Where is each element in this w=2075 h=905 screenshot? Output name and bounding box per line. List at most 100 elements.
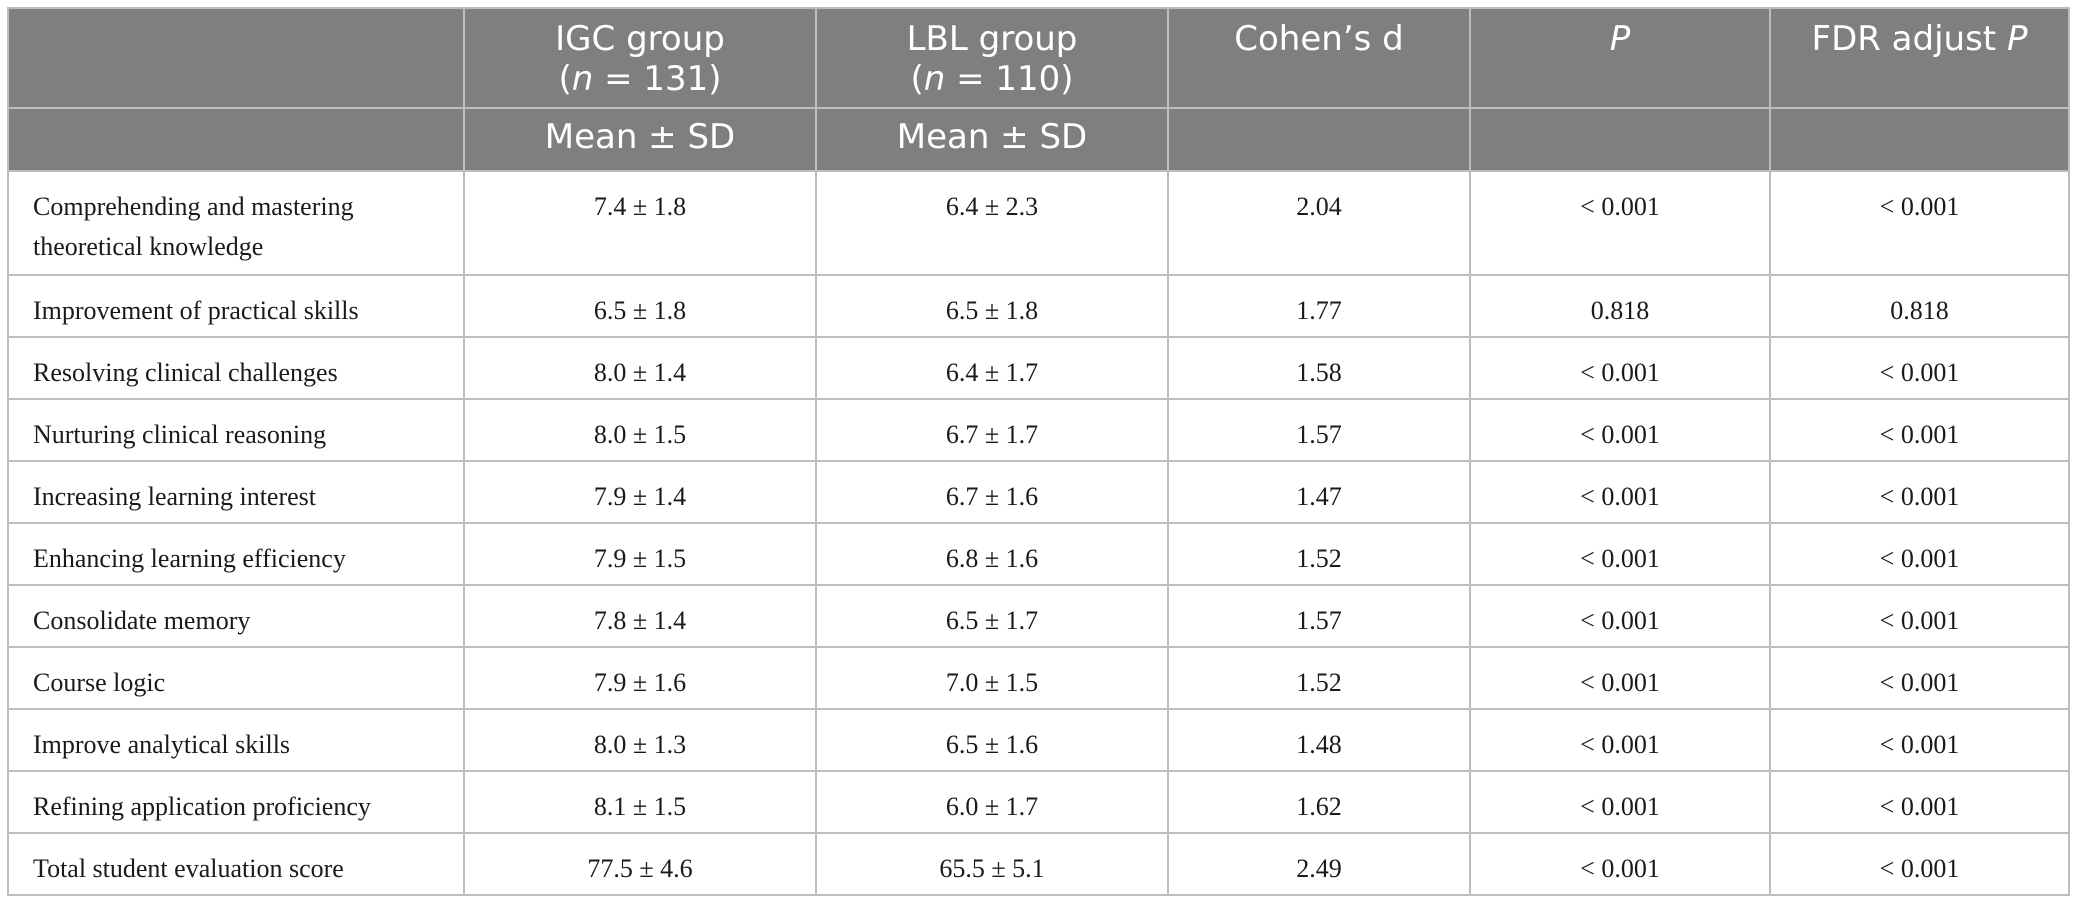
lbl-value: 6.7 ± 1.6: [815, 460, 1169, 524]
igc-value: 6.5 ± 1.8: [463, 274, 817, 338]
igc-group-label: IGC group: [555, 19, 725, 59]
header-igc-mean-sd: Mean ± SD: [463, 107, 817, 172]
p-value: < 0.001: [1469, 584, 1771, 648]
lbl-value: 65.5 ± 5.1: [815, 832, 1169, 896]
cohens-d-value: 1.52: [1167, 522, 1471, 586]
igc-value: 8.1 ± 1.5: [463, 770, 817, 834]
row-label: Consolidate memory: [7, 584, 465, 648]
cohens-d-value: 1.77: [1167, 274, 1471, 338]
header-igc-group: IGC group (n = 131): [463, 7, 817, 109]
header-fdr-adjust-p: FDR adjust P: [1769, 7, 2070, 109]
header-cohens-d: Cohen’s d: [1167, 7, 1471, 109]
row-label: Resolving clinical challenges: [7, 336, 465, 400]
igc-value: 7.9 ± 1.5: [463, 522, 817, 586]
p-value: < 0.001: [1469, 832, 1771, 896]
table-row: Enhancing learning efficiency 7.9 ± 1.5 …: [7, 522, 2070, 586]
p-value: < 0.001: [1469, 336, 1771, 400]
cohens-d-value: 1.57: [1167, 398, 1471, 462]
cohens-d-value: 1.47: [1167, 460, 1471, 524]
table-row: Improvement of practical skills 6.5 ± 1.…: [7, 274, 2070, 338]
row-label: Enhancing learning efficiency: [7, 522, 465, 586]
fdr-p-value: < 0.001: [1769, 646, 2070, 710]
header-sub-empty-cell: [1769, 107, 2070, 172]
lbl-value: 6.8 ± 1.6: [815, 522, 1169, 586]
cohens-d-value: 1.62: [1167, 770, 1471, 834]
lbl-value: 6.7 ± 1.7: [815, 398, 1169, 462]
p-value: < 0.001: [1469, 770, 1771, 834]
table-row: Consolidate memory 7.8 ± 1.4 6.5 ± 1.7 1…: [7, 584, 2070, 648]
p-value: < 0.001: [1469, 646, 1771, 710]
p-value: < 0.001: [1469, 708, 1771, 772]
table-body: Comprehending and mastering theoretical …: [7, 170, 2070, 896]
cohens-d-value: 2.04: [1167, 170, 1471, 276]
row-label: Comprehending and mastering theoretical …: [7, 170, 465, 276]
row-label: Improvement of practical skills: [7, 274, 465, 338]
igc-mean-sd-label: Mean ± SD: [544, 117, 736, 157]
row-label: Course logic: [7, 646, 465, 710]
p-value: < 0.001: [1469, 460, 1771, 524]
fdr-p-value: < 0.001: [1769, 770, 2070, 834]
igc-n-variable: n: [571, 59, 594, 99]
fdr-prefix-label: FDR adjust: [1811, 19, 2007, 59]
lbl-value: 6.4 ± 2.3: [815, 170, 1169, 276]
p-value: < 0.001: [1469, 170, 1771, 276]
igc-value: 7.9 ± 1.4: [463, 460, 817, 524]
header-sub-empty-cell: [1469, 107, 1771, 172]
igc-value: 8.0 ± 1.5: [463, 398, 817, 462]
fdr-p-value: < 0.001: [1769, 170, 2070, 276]
row-label: Refining application proficiency: [7, 770, 465, 834]
table-row: Nurturing clinical reasoning 8.0 ± 1.5 6…: [7, 398, 2070, 462]
table-row: Resolving clinical challenges 8.0 ± 1.4 …: [7, 336, 2070, 400]
lbl-value: 6.0 ± 1.7: [815, 770, 1169, 834]
lbl-n-variable: n: [923, 59, 946, 99]
table-row: Improve analytical skills 8.0 ± 1.3 6.5 …: [7, 708, 2070, 772]
p-label: P: [1609, 19, 1631, 59]
cohens-d-value: 1.57: [1167, 584, 1471, 648]
cohens-d-value: 1.52: [1167, 646, 1471, 710]
fdr-p-value: < 0.001: [1769, 336, 2070, 400]
header-sub-empty-cell: [1167, 107, 1471, 172]
fdr-p-value: < 0.001: [1769, 460, 2070, 524]
igc-value: 8.0 ± 1.3: [463, 708, 817, 772]
table-row: Total student evaluation score 77.5 ± 4.…: [7, 832, 2070, 896]
row-label: Total student evaluation score: [7, 832, 465, 896]
header-row-main: IGC group (n = 131) LBL group (n = 110) Co…: [7, 7, 2070, 109]
table-row: Increasing learning interest 7.9 ± 1.4 6…: [7, 460, 2070, 524]
lbl-mean-sd-label: Mean ± SD: [896, 117, 1088, 157]
table-row: Course logic 7.9 ± 1.6 7.0 ± 1.5 1.52 < …: [7, 646, 2070, 710]
lbl-value: 6.5 ± 1.6: [815, 708, 1169, 772]
header-p: P: [1469, 7, 1771, 109]
p-value: 0.818: [1469, 274, 1771, 338]
cohens-d-value: 1.58: [1167, 336, 1471, 400]
table-row: Comprehending and mastering theoretical …: [7, 170, 2070, 276]
lbl-n-value: = 110): [945, 59, 1074, 99]
igc-value: 77.5 ± 4.6: [463, 832, 817, 896]
igc-value: 7.9 ± 1.6: [463, 646, 817, 710]
table-header: IGC group (n = 131) LBL group (n = 110) Co…: [7, 7, 2070, 172]
fdr-p-value: < 0.001: [1769, 832, 2070, 896]
row-label: Improve analytical skills: [7, 708, 465, 772]
header-sub-empty-cell: [7, 107, 465, 172]
row-label: Increasing learning interest: [7, 460, 465, 524]
fdr-p-value: < 0.001: [1769, 584, 2070, 648]
cohens-d-value: 1.48: [1167, 708, 1471, 772]
table-row: Refining application proficiency 8.1 ± 1…: [7, 770, 2070, 834]
igc-value: 7.4 ± 1.8: [463, 170, 817, 276]
results-table: IGC group (n = 131) LBL group (n = 110) Co…: [7, 7, 2070, 896]
igc-n-value: = 131): [593, 59, 722, 99]
lbl-value: 6.5 ± 1.7: [815, 584, 1169, 648]
header-empty-cell: [7, 7, 465, 109]
fdr-p-label: P: [2006, 19, 2028, 59]
igc-value: 8.0 ± 1.4: [463, 336, 817, 400]
header-lbl-group: LBL group (n = 110): [815, 7, 1169, 109]
fdr-p-value: 0.818: [1769, 274, 2070, 338]
cohens-d-label: Cohen’s d: [1234, 19, 1404, 59]
lbl-value: 6.5 ± 1.8: [815, 274, 1169, 338]
p-value: < 0.001: [1469, 398, 1771, 462]
fdr-p-value: < 0.001: [1769, 522, 2070, 586]
igc-value: 7.8 ± 1.4: [463, 584, 817, 648]
lbl-value: 6.4 ± 1.7: [815, 336, 1169, 400]
header-row-sub: Mean ± SD Mean ± SD: [7, 107, 2070, 172]
lbl-group-label: LBL group: [906, 19, 1078, 59]
fdr-p-value: < 0.001: [1769, 398, 2070, 462]
